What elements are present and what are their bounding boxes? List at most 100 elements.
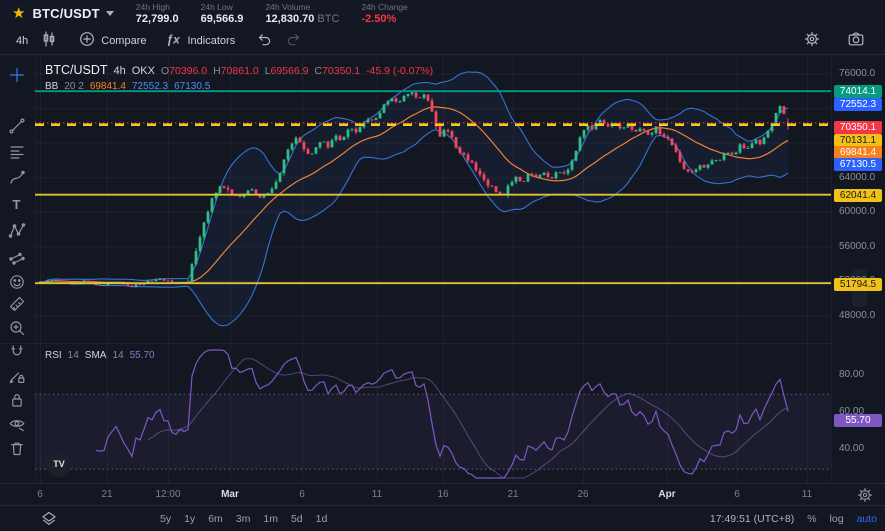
axis-time-label: 21 bbox=[101, 489, 113, 500]
main-legend[interactable]: BTC/USDT 4h OKX O70396.0 H70861.0 L69566… bbox=[45, 63, 434, 77]
measure-icon bbox=[9, 296, 25, 312]
xabcd-pattern-icon bbox=[8, 223, 26, 238]
crosshair-tool[interactable] bbox=[8, 66, 26, 84]
rsi-period: 14 bbox=[67, 350, 79, 361]
price-scale[interactable]: 76000.072000.068000.064000.060000.056000… bbox=[831, 55, 885, 483]
legend-exchange: OKX bbox=[131, 65, 155, 77]
brush-icon bbox=[10, 170, 25, 184]
date-range-row: 5y 1y 6m 3m 1m 5d 1d bbox=[158, 506, 329, 531]
emoji-tool[interactable] bbox=[8, 273, 26, 291]
forecast-tool[interactable] bbox=[8, 247, 26, 265]
price-label-badge: 62041.4 bbox=[834, 188, 882, 202]
hide-drawings-tool[interactable] bbox=[8, 415, 26, 433]
text-tool[interactable]: T bbox=[8, 195, 26, 213]
trend-line-icon bbox=[9, 118, 25, 134]
axis-price-label: 64000.0 bbox=[839, 172, 876, 183]
object-tree-icon[interactable] bbox=[40, 510, 58, 528]
brush-tool[interactable] bbox=[8, 169, 26, 187]
forecast-icon bbox=[9, 252, 25, 265]
axis-time-label: 11 bbox=[801, 489, 813, 500]
symbol-selector-button[interactable]: ★ BTC/USDT bbox=[0, 6, 114, 21]
range-button-3m[interactable]: 3m bbox=[235, 513, 251, 525]
remove-drawings-tool[interactable] bbox=[8, 439, 26, 457]
chart-style-button[interactable] bbox=[34, 27, 64, 54]
favorite-star-icon[interactable]: ★ bbox=[12, 5, 26, 22]
rsi-name: RSI bbox=[45, 350, 62, 361]
zoom-in-tool[interactable] bbox=[8, 319, 26, 337]
zoom-in-icon bbox=[10, 321, 25, 336]
xabcd-pattern-tool[interactable] bbox=[8, 221, 26, 239]
axis-time-label: 6 bbox=[734, 489, 740, 500]
symbol-header: ★ BTC/USDT 24h High 72,799.0 24h Low 69,566… bbox=[0, 0, 885, 28]
camera-icon bbox=[847, 30, 865, 51]
crosshair-icon bbox=[9, 67, 25, 83]
interval-button[interactable]: 4h bbox=[10, 32, 34, 50]
time-axis[interactable]: 6 21 12:00 Mar 6 11 16 21 26 Apr 6 11 bbox=[0, 483, 885, 506]
magnet-icon bbox=[11, 345, 23, 356]
fib-lines-tool[interactable] bbox=[8, 143, 26, 161]
price-label-badge: 70131.1 bbox=[834, 133, 882, 147]
chart-settings-button[interactable] bbox=[797, 27, 827, 54]
range-button-5d[interactable]: 5d bbox=[290, 513, 303, 525]
price-label-badge: 70350.1 bbox=[834, 120, 882, 134]
drawing-tools-rail: T bbox=[0, 55, 36, 505]
axis-price-label: 80.00 bbox=[839, 369, 865, 380]
range-button-6m[interactable]: 6m bbox=[208, 513, 223, 525]
redo-icon bbox=[285, 30, 303, 51]
clock[interactable]: 17:49:51 (UTC+8) bbox=[709, 513, 795, 525]
axis-time-label: Apr bbox=[658, 489, 676, 500]
chart-canvas[interactable] bbox=[35, 55, 831, 483]
legend-symbol: BTC/USDT bbox=[45, 63, 108, 77]
lock-all-tool[interactable] bbox=[8, 391, 26, 409]
svg-text:T: T bbox=[13, 197, 21, 212]
axis-time-label: 26 bbox=[577, 489, 589, 500]
remove-drawings-icon bbox=[11, 442, 23, 456]
undo-button[interactable] bbox=[249, 27, 279, 54]
axis-price-label: 48000.0 bbox=[839, 310, 876, 321]
auto-scale-toggle[interactable]: auto bbox=[856, 513, 877, 525]
symbol-name: BTC/USDT bbox=[32, 6, 100, 21]
axis-price-label: 60000.0 bbox=[839, 206, 876, 217]
axis-time-label: 21 bbox=[507, 489, 519, 500]
legend-interval: 4h bbox=[113, 65, 126, 77]
redo-button[interactable] bbox=[279, 27, 309, 54]
gear-icon bbox=[803, 30, 821, 51]
drawing-lock-icon bbox=[9, 372, 25, 384]
pane-separator[interactable] bbox=[0, 343, 885, 344]
interval-label: 4h bbox=[16, 34, 29, 47]
indicators-label: Indicators bbox=[187, 34, 236, 47]
fib-lines-icon bbox=[10, 146, 24, 159]
range-button-5y[interactable]: 5y bbox=[160, 513, 172, 525]
bb-basis-value: 69841.4 bbox=[89, 81, 126, 92]
legend-low: 69566.9 bbox=[270, 65, 309, 77]
trend-line-tool[interactable] bbox=[8, 117, 26, 135]
market-stat: 24h Change -2.50% bbox=[361, 2, 408, 25]
time-axis-gear-icon[interactable] bbox=[856, 486, 874, 504]
rsi-legend[interactable]: RSI 14 SMA 14 55.70 bbox=[45, 350, 155, 361]
market-stat: 24h Low 69,566.9 bbox=[200, 2, 244, 25]
legend-change: -45.9 (-0.07%) bbox=[366, 65, 434, 77]
snapshot-button[interactable] bbox=[841, 27, 871, 54]
axis-price-label: 56000.0 bbox=[839, 241, 876, 252]
tradingview-logo[interactable]: TV bbox=[46, 451, 72, 477]
compare-label: Compare bbox=[101, 34, 147, 47]
percent-scale-toggle[interactable]: % bbox=[807, 513, 817, 525]
axis-price-label: 60.00 bbox=[839, 406, 865, 417]
range-button-1d[interactable]: 1d bbox=[315, 513, 328, 525]
legend-open: 70396.0 bbox=[169, 65, 208, 77]
indicators-button[interactable]: ƒx Indicators bbox=[159, 27, 242, 54]
compare-button[interactable]: Compare bbox=[72, 27, 152, 54]
log-scale-toggle[interactable]: log bbox=[829, 513, 844, 525]
magnet-tool[interactable] bbox=[8, 343, 26, 361]
range-button-1m[interactable]: 1m bbox=[263, 513, 278, 525]
range-button-1y[interactable]: 1y bbox=[184, 513, 196, 525]
legend-close: 70350.1 bbox=[322, 65, 361, 77]
text-icon: T bbox=[13, 197, 21, 212]
bollinger-legend[interactable]: BB 20 2 69841.4 72552.3 67130.5 bbox=[45, 81, 210, 92]
plus-circle-icon bbox=[78, 30, 96, 51]
price-chart bbox=[35, 56, 831, 483]
measure-tool[interactable] bbox=[8, 295, 26, 313]
axis-price-label: 76000.0 bbox=[839, 68, 876, 79]
drawing-lock-tool[interactable] bbox=[8, 367, 26, 385]
